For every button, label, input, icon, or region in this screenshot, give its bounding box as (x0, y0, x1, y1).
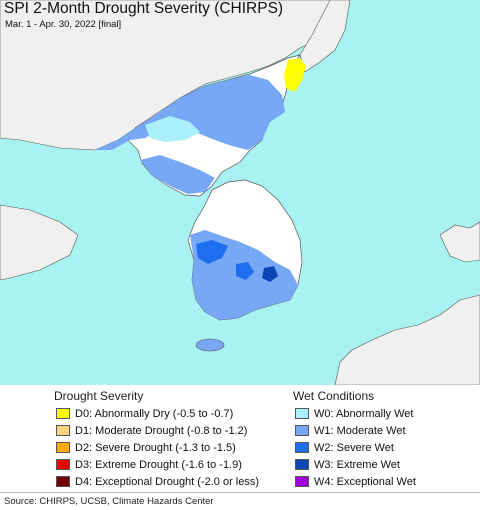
legend-swatch (295, 459, 309, 470)
legend-swatch (295, 442, 309, 453)
legend-swatch (56, 425, 70, 436)
drought-map (0, 0, 480, 385)
wet-legend-heading: Wet Conditions (293, 389, 375, 403)
land-jeju (195, 338, 225, 352)
legend-swatch (56, 459, 70, 470)
sk-wet-extreme (262, 266, 278, 282)
land-russia (299, 0, 351, 73)
legend-swatch (56, 442, 70, 453)
legend-swatch (295, 476, 309, 487)
legend-label: D2: Severe Drought (-1.3 to -1.5) (75, 442, 236, 454)
legend-swatch (56, 408, 70, 419)
legend-label: D3: Extreme Drought (-1.6 to -1.9) (75, 459, 242, 471)
legend-label: W4: Exceptional Wet (314, 476, 416, 488)
nk-dry-northeast (284, 58, 306, 92)
land-japan (334, 294, 480, 385)
source-credit: Source: CHIRPS, UCSB, Climate Hazards Ce… (4, 496, 214, 507)
land-japan-north (439, 221, 480, 263)
legend-label: W1: Moderate Wet (314, 425, 406, 437)
sk-wet-severe-south (236, 262, 254, 280)
legend-label: W0: Abnormally Wet (314, 408, 414, 420)
nk-wet-abnormal (145, 116, 200, 142)
legend-swatch (295, 408, 309, 419)
legend-swatch (56, 476, 70, 487)
legend-swatch (295, 425, 309, 436)
legend-label: D4: Exceptional Drought (-2.0 or less) (75, 476, 260, 488)
legend-label: D0: Abnormally Dry (-0.5 to -0.7) (75, 408, 234, 420)
land-china-west (0, 204, 79, 281)
legend-label: W2: Severe Wet (314, 442, 394, 454)
legend-label: W3: Extreme Wet (314, 459, 400, 471)
map-subtitle: Mar. 1 - Apr. 30, 2022 [final] (5, 19, 122, 30)
nk-wet-south (140, 155, 215, 194)
nk-wet-moderate (95, 75, 285, 150)
footer-divider (0, 492, 480, 493)
map-title: SPI 2-Month Drought Severity (CHIRPS) (4, 0, 284, 17)
sk-wet-severe-west (196, 240, 228, 264)
drought-legend-heading: Drought Severity (54, 389, 144, 403)
land-china-north (0, 0, 331, 151)
legend-label: D1: Moderate Drought (-0.8 to -1.2) (75, 425, 248, 437)
